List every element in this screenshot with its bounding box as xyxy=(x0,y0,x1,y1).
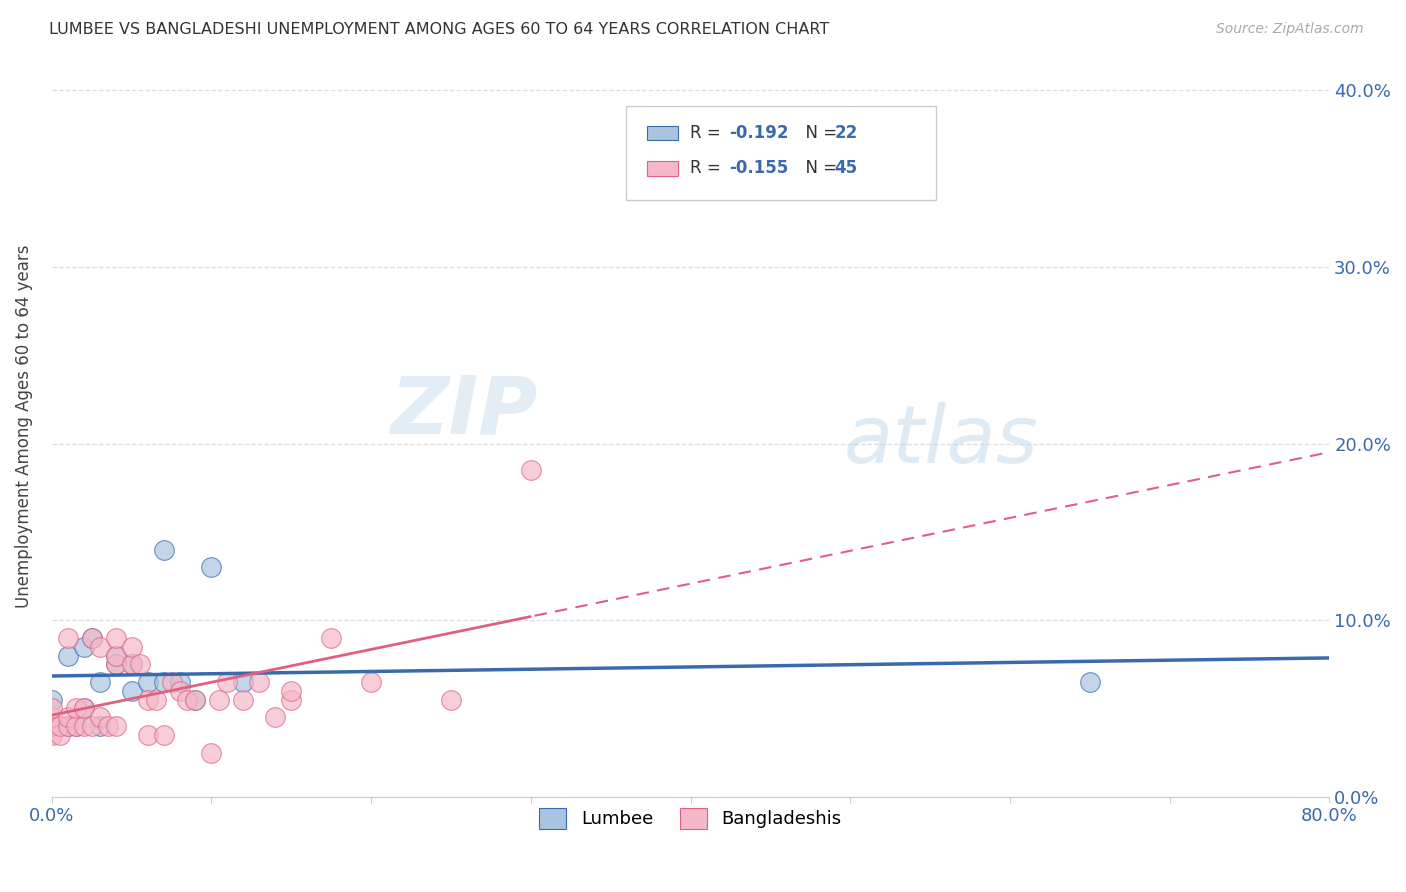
Text: ZIP: ZIP xyxy=(389,372,537,450)
Point xyxy=(145,692,167,706)
Point xyxy=(176,692,198,706)
Point xyxy=(73,701,96,715)
Text: -0.192: -0.192 xyxy=(730,124,789,142)
Point xyxy=(321,631,343,645)
Y-axis label: Unemployment Among Ages 60 to 64 years: Unemployment Among Ages 60 to 64 years xyxy=(15,244,32,607)
Point xyxy=(104,648,127,663)
Text: 22: 22 xyxy=(835,124,858,142)
Point xyxy=(520,463,543,477)
Point xyxy=(48,728,70,742)
Point xyxy=(1078,675,1101,690)
Point xyxy=(152,675,174,690)
Point xyxy=(169,683,191,698)
Text: LUMBEE VS BANGLADESHI UNEMPLOYMENT AMONG AGES 60 TO 64 YEARS CORRELATION CHART: LUMBEE VS BANGLADESHI UNEMPLOYMENT AMONG… xyxy=(49,22,830,37)
Point xyxy=(89,719,111,733)
Point xyxy=(152,728,174,742)
Point xyxy=(104,657,127,672)
Legend: Lumbee, Bangladeshis: Lumbee, Bangladeshis xyxy=(531,801,849,836)
Text: atlas: atlas xyxy=(844,401,1039,480)
Point xyxy=(440,692,463,706)
Text: 45: 45 xyxy=(835,160,858,178)
Point xyxy=(80,631,103,645)
Point xyxy=(264,710,287,724)
Point xyxy=(184,692,207,706)
Point xyxy=(56,648,79,663)
Point xyxy=(280,683,302,698)
Point xyxy=(41,719,63,733)
Point xyxy=(232,675,254,690)
Point xyxy=(232,692,254,706)
Point xyxy=(89,640,111,654)
Point xyxy=(247,675,270,690)
Point xyxy=(121,640,143,654)
Point xyxy=(152,542,174,557)
Point xyxy=(104,657,127,672)
Point xyxy=(169,675,191,690)
Point xyxy=(208,692,231,706)
Point xyxy=(104,631,127,645)
Point xyxy=(48,719,70,733)
Point xyxy=(128,657,150,672)
Point xyxy=(121,657,143,672)
Point xyxy=(360,675,382,690)
Point xyxy=(73,701,96,715)
Point xyxy=(136,675,159,690)
Point xyxy=(104,648,127,663)
Point xyxy=(200,560,222,574)
Point xyxy=(41,692,63,706)
Point xyxy=(65,719,87,733)
Point xyxy=(41,719,63,733)
Point xyxy=(80,719,103,733)
Point xyxy=(56,719,79,733)
Point xyxy=(65,719,87,733)
Point xyxy=(217,675,239,690)
Text: N =: N = xyxy=(796,124,842,142)
Point xyxy=(121,657,143,672)
Point xyxy=(56,710,79,724)
Point xyxy=(65,701,87,715)
Point xyxy=(41,701,63,715)
Point xyxy=(56,631,79,645)
Point xyxy=(41,728,63,742)
Point xyxy=(73,640,96,654)
Text: R =: R = xyxy=(690,160,725,178)
Point xyxy=(280,692,302,706)
Point xyxy=(56,719,79,733)
Point xyxy=(89,710,111,724)
Point xyxy=(104,719,127,733)
Point xyxy=(89,675,111,690)
Text: -0.155: -0.155 xyxy=(730,160,789,178)
Point xyxy=(41,710,63,724)
Text: N =: N = xyxy=(796,160,842,178)
Point xyxy=(200,746,222,760)
Text: Source: ZipAtlas.com: Source: ZipAtlas.com xyxy=(1216,22,1364,37)
Point xyxy=(160,675,183,690)
Point xyxy=(136,692,159,706)
Point xyxy=(80,631,103,645)
Point xyxy=(73,719,96,733)
Text: R =: R = xyxy=(690,124,725,142)
Point xyxy=(121,683,143,698)
Point xyxy=(97,719,120,733)
Point xyxy=(184,692,207,706)
Point xyxy=(136,728,159,742)
